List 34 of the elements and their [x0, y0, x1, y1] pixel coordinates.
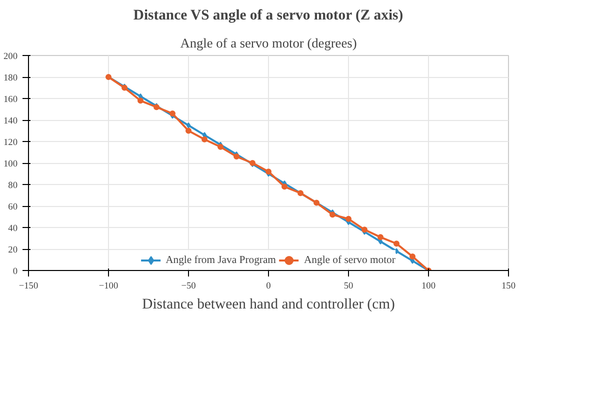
y-tick-label: 140 — [4, 116, 18, 126]
point — [186, 128, 192, 134]
point — [410, 254, 416, 260]
point — [234, 154, 240, 160]
x-tick-label: −50 — [181, 282, 196, 292]
y-tick-label: 160 — [4, 95, 18, 105]
y-tick-label: 60 — [8, 202, 18, 212]
legend-label: Angle from Java Program — [166, 254, 276, 266]
y-tick-label: 40 — [8, 224, 18, 234]
legend-label: Angle of servo motor — [304, 254, 396, 266]
x-tick-label: −100 — [98, 282, 118, 292]
point — [346, 216, 352, 222]
point — [378, 234, 384, 240]
point — [394, 240, 400, 247]
x-axis-title: Distance between hand and controller (cm) — [142, 296, 395, 312]
chart-title: Distance VS angle of a servo motor (Z axis) — [133, 8, 404, 24]
point — [186, 122, 191, 128]
x-tick-label: 150 — [502, 282, 516, 292]
point — [202, 136, 208, 142]
y-tick-label: 20 — [8, 246, 18, 256]
y-tick-label: 80 — [8, 181, 18, 191]
y-tick-label: 200 — [4, 52, 18, 62]
y-tick-label: 0 — [12, 267, 18, 277]
x-tick-label: −150 — [18, 282, 38, 292]
x-tick-label: 0 — [266, 282, 272, 292]
x-tick-label: 50 — [344, 282, 354, 292]
y-tick-label: 180 — [4, 74, 18, 84]
point — [330, 212, 336, 218]
point — [138, 98, 144, 104]
y-axis-title: Angle of a servo motor (degrees) — [180, 36, 357, 50]
x-tick-label: 100 — [422, 282, 436, 292]
y-tick-label: 100 — [4, 160, 18, 170]
point — [282, 184, 288, 190]
y-tick-label: 120 — [4, 138, 18, 148]
